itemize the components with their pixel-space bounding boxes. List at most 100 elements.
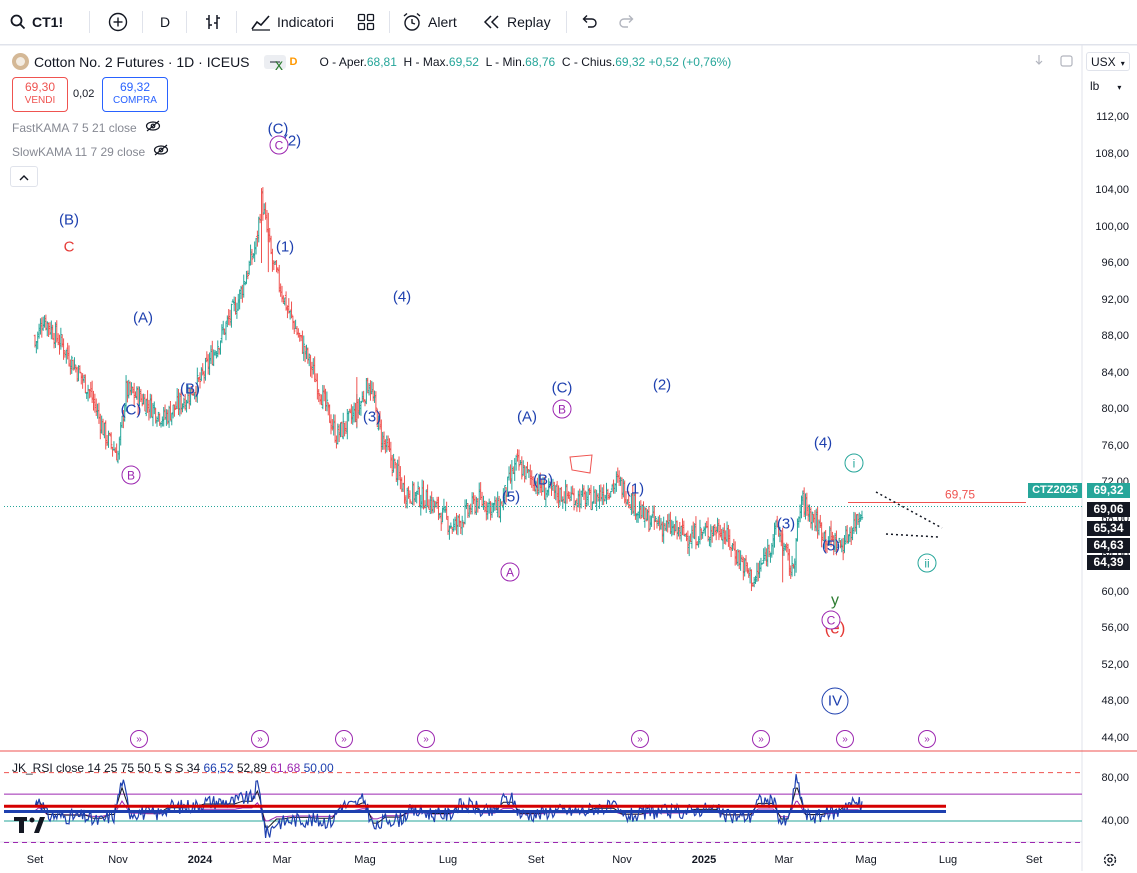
wave-label[interactable]: (C) — [120, 401, 142, 419]
ohlc-bar — [293, 320, 296, 335]
ohlc-bar — [798, 504, 802, 523]
ohlc-bar — [445, 501, 448, 520]
ohlc-bar — [200, 367, 203, 381]
redo-button[interactable] — [618, 0, 636, 44]
open-label: O - Aper. — [319, 54, 367, 69]
interval-label: D — [160, 14, 171, 30]
wave-label[interactable]: (5) — [501, 488, 521, 506]
wave-circle-label[interactable]: ii — [917, 553, 937, 573]
wave-circle-label[interactable]: B — [121, 465, 141, 485]
wave-label[interactable]: y — [831, 592, 839, 609]
ohlc-bar — [493, 496, 497, 511]
wave-circle-label[interactable]: B — [552, 399, 572, 419]
download-icon[interactable] — [1034, 54, 1044, 72]
compare-button[interactable] — [108, 0, 134, 44]
wave-circle-label[interactable]: C — [269, 135, 289, 155]
indicator-slowkama[interactable]: SlowKAMA 11 7 29 close — [12, 144, 169, 159]
ohlc-bar — [598, 484, 601, 509]
wave-label[interactable]: (B) — [59, 211, 79, 229]
indicators-button[interactable]: Indicatori — [251, 0, 334, 44]
ohlc-bar — [694, 516, 698, 550]
wave-label[interactable]: (B) — [180, 380, 200, 398]
templates-button[interactable] — [357, 0, 381, 44]
wave-label[interactable]: (4) — [813, 434, 833, 452]
event-marker-icon[interactable]: » — [251, 730, 269, 748]
event-marker-icon[interactable]: » — [335, 730, 353, 748]
event-marker-icon[interactable]: » — [631, 730, 649, 748]
chart-area[interactable]: 69,75 Cotton No. 2 Futures · 1D · ICEUS … — [0, 45, 1137, 871]
wave-circle-label[interactable]: A — [500, 562, 520, 582]
tradingview-logo[interactable] — [14, 817, 48, 838]
sell-button[interactable]: 69,30 VENDI — [12, 77, 68, 112]
symbol-search[interactable]: CT1! — [10, 0, 63, 44]
ohlc-bar — [449, 522, 453, 529]
wave-label[interactable]: (2) — [652, 376, 672, 394]
interval-button[interactable]: D — [160, 0, 170, 44]
ohlc-bar — [55, 320, 58, 343]
wave-circle-label[interactable]: C — [821, 610, 841, 630]
alert-button[interactable]: Alert — [402, 0, 457, 44]
ohlc-bar — [297, 328, 300, 338]
currency-select[interactable]: USX ▾ — [1086, 52, 1130, 71]
settings-gear-icon[interactable] — [1102, 852, 1118, 873]
indicator-fastkama[interactable]: FastKAMA 7 5 21 close — [12, 120, 161, 135]
buy-button[interactable]: 69,32 COMPRA — [102, 77, 168, 112]
ohlc-bar — [855, 514, 858, 535]
wave-label[interactable]: x — [275, 57, 283, 74]
ohlc-bar — [369, 380, 372, 401]
ohlc-bar — [571, 485, 574, 495]
wave-label[interactable]: (C) — [267, 120, 289, 138]
chart-type-button[interactable] — [204, 0, 228, 44]
replay-button[interactable]: Replay — [483, 0, 551, 44]
event-marker-icon[interactable]: » — [836, 730, 854, 748]
ohlc-bar — [717, 519, 721, 541]
ohlc-bar — [809, 507, 813, 529]
event-marker-icon[interactable]: » — [752, 730, 770, 748]
wave-label[interactable]: (B) — [533, 471, 553, 489]
rsi-legend[interactable]: JK_RSI close 14 25 75 50 5 S S 34 66,52 … — [12, 761, 334, 775]
wave-label[interactable]: (A) — [517, 408, 537, 426]
wave-label[interactable]: (1) — [275, 238, 295, 256]
wave-label[interactable]: (3) — [362, 408, 382, 426]
contract-tag: CTZ2025 — [1028, 482, 1082, 498]
wave-label[interactable]: (1) — [625, 480, 645, 498]
ohlc-bar — [36, 331, 39, 350]
price-tick: 84,00 — [1101, 366, 1129, 379]
ohlc-bar — [166, 409, 169, 425]
ohlc-bar — [453, 516, 457, 531]
ohlc-bar — [458, 513, 461, 527]
ohlc-bar — [678, 521, 682, 540]
chart-canvas[interactable]: 69,75 — [0, 45, 1137, 871]
event-marker-icon[interactable]: » — [918, 730, 936, 748]
ohlc-bar — [480, 491, 484, 507]
eye-off-icon[interactable] — [145, 120, 161, 135]
event-marker-icon[interactable]: » — [130, 730, 148, 748]
ohlc-bar — [801, 490, 805, 506]
unit-select[interactable]: lb ▾ — [1090, 79, 1121, 93]
wave-circle-label[interactable]: i — [844, 453, 864, 473]
wave-label[interactable]: (3) — [776, 515, 796, 533]
ohlc-bar — [710, 526, 714, 543]
event-marker-icon[interactable]: » — [417, 730, 435, 748]
fullscreen-icon[interactable] — [1060, 54, 1073, 72]
ohlc-bar — [118, 437, 121, 460]
ohlc-bar — [649, 515, 652, 530]
price-tag: 65,34 — [1087, 520, 1130, 536]
wave-label[interactable]: (C) — [551, 379, 573, 397]
wave-circle-label[interactable]: IV — [821, 687, 849, 715]
wave-label[interactable]: (A) — [133, 309, 153, 327]
wave-label[interactable]: (5) — [821, 537, 841, 555]
undo-button[interactable] — [580, 0, 598, 44]
top-toolbar: CT1! D Indicatori Alert R — [0, 0, 1137, 45]
wave-label[interactable]: (4) — [392, 288, 412, 306]
wave-label[interactable]: C — [63, 238, 75, 256]
collapse-legend-button[interactable] — [10, 166, 38, 187]
ohlc-bar — [82, 374, 86, 383]
ohlc-bar — [642, 501, 645, 520]
ohlc-bar — [686, 530, 690, 554]
ohlc-bar — [465, 499, 468, 510]
ohlc-bar — [743, 558, 746, 577]
ohlc-bar — [805, 492, 809, 516]
eye-off-icon[interactable] — [153, 144, 169, 159]
eye-toggle[interactable] — [263, 54, 286, 69]
